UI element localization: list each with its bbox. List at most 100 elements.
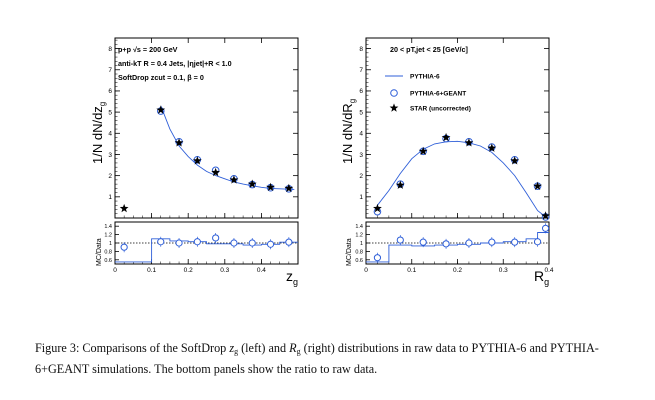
ratio-point <box>541 224 550 232</box>
ratio-point <box>248 239 256 247</box>
star-data-point <box>174 138 184 147</box>
caption-part1: Figure 3: Comparisons of the SoftDrop <box>35 341 230 355</box>
legend-star-data: STAR (uncorrected) <box>410 106 471 113</box>
x-tick-label: 0 <box>364 267 368 274</box>
ratio-point <box>193 238 201 246</box>
caption-part2: (left) and <box>238 341 290 355</box>
ratio-y-tick-label: 1.2 <box>355 233 363 239</box>
star-data-point <box>533 181 542 190</box>
y-axis-title: 1/N dN/dRg <box>340 99 357 164</box>
ratio-point <box>511 238 519 246</box>
ratio-point <box>419 238 427 246</box>
ratio-point <box>442 240 450 248</box>
annotation-collision: p+p √s = 200 GeV <box>118 45 178 54</box>
caption-part3: (right) distributions in raw data to PYT… <box>35 341 599 376</box>
x-tick-label: 0.4 <box>257 267 266 274</box>
ratio-point <box>175 239 183 247</box>
ratio-y-tick-label: 0.8 <box>355 249 363 255</box>
star-data-point <box>229 175 239 184</box>
x-tick-label: 0.3 <box>499 267 508 274</box>
y-tick-label: 7 <box>108 67 112 74</box>
series-line-0 <box>377 140 545 217</box>
legend-pythia6-geant: PYTHIA-6+GEANT <box>410 91 466 98</box>
right-chart: 1 2 3 4 5 6 7 8 0 0.1 0.2 0.3 0.4 0.6 0.8 1 1.2 1.4 1/N dN… <box>340 37 554 287</box>
y-tick-label: 4 <box>359 131 363 138</box>
ratio-y-tick-label: 1 <box>109 241 112 247</box>
x-axis-title-sub: g <box>544 277 549 287</box>
x-tick-label: 0.2 <box>453 267 462 274</box>
star-data-point <box>266 182 275 192</box>
star-data-point <box>487 143 497 152</box>
annotation-softdrop: SoftDrop zcut = 0.1, β = 0 <box>118 73 204 82</box>
y-tick-label: 6 <box>108 88 112 95</box>
ratio-point <box>465 239 473 247</box>
star-data-point <box>395 180 405 189</box>
y-tick-label: 3 <box>359 152 363 159</box>
ratio-y-tick-label: 1 <box>360 241 363 247</box>
star-data-point <box>156 105 166 114</box>
y-tick-label: 6 <box>359 88 363 95</box>
ratio-point <box>266 240 275 248</box>
y-tick-label: 1 <box>359 194 363 201</box>
y-tick-label: 3 <box>108 152 112 159</box>
star-data-point <box>510 156 520 165</box>
y-tick-label: 4 <box>108 131 112 138</box>
ratio-point <box>120 243 128 251</box>
y-tick-label: 5 <box>108 109 112 116</box>
figure-caption: Figure 3: Comparisons of the SoftDrop zg… <box>35 338 635 380</box>
ratio-point <box>396 236 404 244</box>
y-axis-title-main: 1/N dN/dz <box>90 106 105 164</box>
y-axis-title-sub: g <box>348 99 357 103</box>
x-tick-label: 0.4 <box>544 267 553 274</box>
ratio-step-line <box>366 232 549 263</box>
x-tick-label: 0.2 <box>184 267 193 274</box>
x-axis-title-sub: g <box>293 277 298 287</box>
star-data-point <box>464 138 474 147</box>
y-tick-label: 8 <box>359 46 363 53</box>
star-data-point <box>211 167 221 177</box>
y-tick-label: 8 <box>108 46 112 53</box>
ratio-y-axis-title: MC/Data <box>96 238 103 266</box>
caption-zg-sub: g <box>234 347 239 356</box>
star-data-point <box>441 132 451 142</box>
x-axis-title: zg <box>286 268 298 287</box>
y-axis-title-sub: g <box>98 102 107 106</box>
x-tick-label: 0.3 <box>220 267 229 274</box>
series-line-0 <box>160 105 295 190</box>
star-data-point <box>284 183 294 193</box>
x-tick-label: 0.1 <box>407 267 416 274</box>
legend-pythia6: PYTHIA-6 <box>410 74 440 81</box>
ratio-point <box>533 238 542 246</box>
main-plot-frame <box>365 37 550 219</box>
star-data-point <box>418 146 428 156</box>
ratio-point <box>212 234 220 242</box>
x-tick-label: 0 <box>113 267 117 274</box>
ratio-y-tick-label: 0.8 <box>104 249 112 255</box>
left-chart: 1 2 3 4 5 6 7 8 0 0.1 0.2 0.3 0.4 0.6 0.8 1 1.2 1.4 1/N dN… <box>90 37 299 287</box>
ratio-y-tick-label: 0.6 <box>355 258 363 264</box>
y-tick-label: 2 <box>108 173 112 180</box>
ratio-point <box>488 238 496 246</box>
x-axis-title-main: R <box>534 268 544 284</box>
legend-star-swatch <box>389 103 399 112</box>
y-tick-label: 5 <box>359 109 363 116</box>
legend-circle-swatch <box>390 89 398 97</box>
y-tick-label: 1 <box>108 194 112 201</box>
x-tick-label: 0.1 <box>147 267 156 274</box>
star-data-point <box>247 179 257 188</box>
star-data-point <box>373 203 382 213</box>
caption-rg: R <box>289 341 297 355</box>
x-axis-title-main: z <box>286 268 293 284</box>
star-data-point <box>119 203 129 213</box>
star-data-point <box>541 211 550 220</box>
ratio-point <box>230 239 238 247</box>
x-axis-title: Rg <box>534 268 549 287</box>
ratio-step-line <box>115 238 298 263</box>
ratio-y-tick-label: 0.6 <box>104 258 112 264</box>
y-axis-title-main: 1/N dN/dR <box>340 103 355 164</box>
annotation-pt-range: 20 < pT,jet < 25 [GeV/c] <box>390 45 468 54</box>
ratio-y-axis-title: MC/Data <box>346 238 353 266</box>
star-data-point <box>192 156 202 165</box>
ratio-y-tick-label: 1.4 <box>104 224 112 230</box>
y-tick-label: 2 <box>359 173 363 180</box>
